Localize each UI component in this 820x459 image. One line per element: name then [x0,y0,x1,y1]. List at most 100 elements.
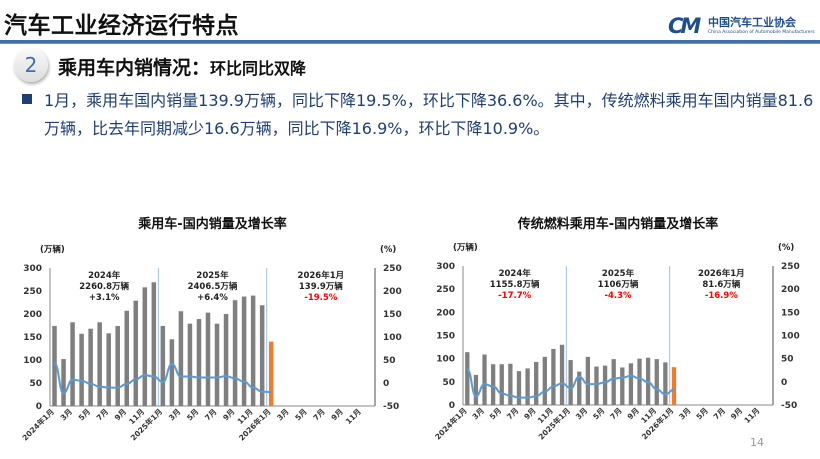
left-axis-tick: 200 [23,310,42,320]
period-annotation: -16.9% [705,291,738,301]
period-annotation: 2024年 [88,270,121,281]
bar-highlight [671,367,677,405]
chart-title: 传统燃料乘用车-国内销量及增长率 [517,216,718,232]
period-annotation: 2260.8万辆 [79,281,129,292]
growth-rate-point [153,375,155,378]
bar [115,325,120,406]
chart-ice-passenger-car-domestic-sales: 传统燃料乘用车-国内销量及增长率 (万辆) (%) 0 50 100 150 200 250 30… [433,216,800,441]
period-annotation: +3.1% [89,293,120,303]
growth-rate-point [98,385,101,388]
growth-rate-point [526,396,529,399]
right-axis-tick: 200 [383,287,402,297]
growth-rate-point [71,378,74,381]
right-axis-tick: 250 [781,262,800,272]
x-axis-tick: 5月 [488,406,503,421]
x-axis-tick: 3月 [677,406,692,421]
growth-rate-point [107,386,110,389]
right-axis-tick: 200 [781,285,800,295]
bar [187,323,193,406]
x-axis-tick: 5月 [77,407,92,422]
growth-rate-point [561,382,563,385]
chart-title: 乘用车-国内销量及增长率 [137,216,286,232]
growth-rate-point [630,375,632,377]
right-axis-tick: 50 [781,355,794,365]
x-axis-tick: 5月 [185,407,200,422]
bar [516,371,522,405]
bar [534,361,539,405]
growth-rate-point [207,376,209,379]
period-annotation: 2025年 [602,268,635,279]
header-divider [0,40,820,43]
bar [133,300,139,406]
logo-mark-icon: CM [668,14,701,38]
summary-paragraph: 1月，乘用车国内销量139.9万辆，同比下降19.5%，环比下降36.6%。其中… [44,91,814,138]
page-title: 汽车工业经济运行特点 [4,13,239,39]
left-axis-tick: 200 [436,308,455,318]
x-axis-tick: 5月 [694,406,709,421]
left-axis-tick: 50 [442,378,455,388]
x-axis-tick: 9月 [221,407,236,422]
bar [97,322,102,406]
x-axis-tick: 3月 [574,406,589,421]
bar [620,367,625,405]
growth-rate-point [89,383,92,385]
caam-logo: CM 中国汽车工业协会 China Association of Automob… [668,14,818,40]
period-annotation: 2406.5万辆 [188,281,238,292]
page-number: 14 [750,436,764,449]
growth-rate-point [664,393,667,396]
bar [61,359,66,406]
period-annotation: -4.3% [604,291,632,301]
period-annotation: 2024年 [499,268,532,279]
left-axis-tick: 300 [436,262,455,272]
growth-rate-point [261,390,263,393]
bar [594,366,599,405]
right-axis-tick: 100 [781,332,800,342]
bar [602,365,608,405]
right-axis-tick: 100 [383,333,402,343]
bar [577,371,582,405]
x-axis-tick: 7月 [712,406,727,421]
bar [499,364,504,405]
growth-rate-point [595,383,598,385]
bar [52,325,57,406]
growth-rate-point [270,391,272,393]
bar [585,356,591,405]
left-axis-tick: 150 [436,332,455,342]
right-axis-tick: 250 [383,264,402,274]
bar-highlight [268,341,274,406]
bar [663,362,668,405]
growth-rate-point [116,386,119,389]
left-axis-unit: (万辆) [40,244,65,255]
growth-rate-point [578,375,581,378]
bar [525,368,530,405]
bar [508,363,513,405]
bar [490,364,496,405]
bar [250,295,256,406]
growth-rate-point [552,385,555,388]
bar [223,314,229,406]
bullet-square-icon [22,94,32,104]
period-annotation: 2026年1月 [698,268,745,279]
bar [559,344,565,405]
section-title: 乘用车内销情况： [58,57,211,79]
left-axis-tick: 300 [23,264,42,274]
left-axis-tick: 250 [23,287,42,297]
x-axis-tick: 3月 [275,407,290,422]
section-number-badge: 2 [14,48,48,82]
section-subtitle: 环比同比双降 [210,59,307,78]
growth-rate-point [587,383,589,385]
period-annotation: -17.7% [498,291,531,301]
x-axis-tick: 7月 [505,406,520,421]
left-axis-unit: (万辆) [453,242,478,253]
x-axis-tick: 7月 [608,406,623,421]
growth-rate-point [80,379,83,382]
growth-rate-point [518,396,520,399]
right-axis-tick: 150 [781,308,800,318]
growth-rate-point [647,381,649,384]
bar [124,310,129,406]
bar [611,359,616,405]
period-annotation: 1155.8万辆 [490,279,540,290]
right-axis-tick: 50 [383,356,396,366]
period-annotation: 2026年1月 [298,270,345,281]
growth-rate-point [569,387,572,390]
